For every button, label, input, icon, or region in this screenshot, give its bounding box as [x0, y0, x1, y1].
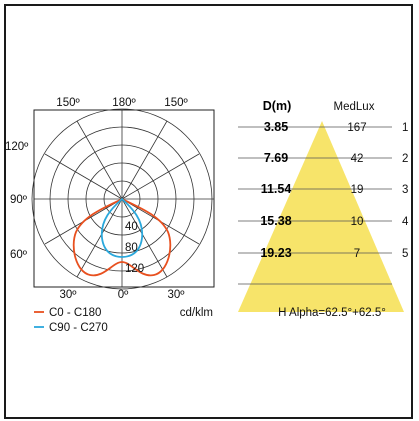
- angle-label-top-left: 150º: [56, 97, 80, 109]
- row-4-distance: 15.38: [260, 214, 291, 228]
- radial-label-120: 120: [125, 263, 144, 275]
- row-5-height: 5: [402, 248, 408, 260]
- row-2-lux: 42: [351, 153, 364, 165]
- angle-label-bottom-right: 30º: [168, 289, 186, 301]
- header-medlux: MedLux: [334, 101, 375, 113]
- c90-c270-curve: [100, 197, 144, 258]
- cone-row-2: 7.69 42 2: [264, 151, 409, 165]
- light-cone: [238, 121, 404, 312]
- cone-row-1: 3.85 167 1: [264, 120, 409, 134]
- polar-diagram: 150º 180º 150º 120º 90º 60º 30º 0º 30º 4…: [5, 97, 215, 301]
- header-distance: D(m): [263, 99, 291, 113]
- row-4-lux: 10: [351, 216, 364, 228]
- angle-label-top-center: 180º: [112, 97, 136, 109]
- row-3-lux: 19: [351, 184, 364, 196]
- polar-legend: C0 - C180 C90 - C270 cd/klm: [34, 307, 213, 334]
- unit-label: cd/klm: [180, 307, 213, 319]
- legend-label-c90: C90 - C270: [49, 322, 108, 334]
- angle-label-bottom-left: 30º: [60, 289, 78, 301]
- c0-c180-curve: [72, 197, 172, 277]
- cone-row-3: 11.54 19 3: [261, 182, 409, 196]
- radial-label-40: 40: [125, 221, 138, 233]
- row-3-height: 3: [402, 184, 408, 196]
- row-3-distance: 11.54: [261, 182, 292, 196]
- row-1-height: 1: [402, 122, 408, 134]
- row-5-distance: 19.23: [260, 246, 291, 260]
- cone-row-lines: [238, 126, 392, 285]
- radial-label-80: 80: [125, 242, 138, 254]
- row-5-lux: 7: [354, 248, 360, 260]
- legend-label-c0: C0 - C180: [49, 307, 101, 319]
- polar-border: [33, 109, 215, 288]
- angle-label-bottom-center: 0º: [118, 289, 129, 301]
- cone-row-5: 19.23 7 5: [260, 246, 408, 260]
- alpha-label: H Alpha=62.5°+62.5°: [278, 307, 386, 319]
- cone-diagram: D(m) MedLux 3.85 167 1 7.69 42 2 11.54 1…: [238, 99, 409, 319]
- angle-label-left-90: 90º: [10, 194, 28, 206]
- angle-label-left-60: 60º: [10, 249, 28, 261]
- cone-row-4: 15.38 10 4: [260, 214, 409, 228]
- row-1-distance: 3.85: [264, 120, 288, 134]
- row-4-height: 4: [402, 216, 409, 228]
- row-1-lux: 167: [347, 122, 366, 134]
- row-2-height: 2: [402, 153, 408, 165]
- angle-label-left-120: 120º: [5, 141, 29, 153]
- row-2-distance: 7.69: [264, 151, 288, 165]
- angle-label-top-right: 150º: [164, 97, 188, 109]
